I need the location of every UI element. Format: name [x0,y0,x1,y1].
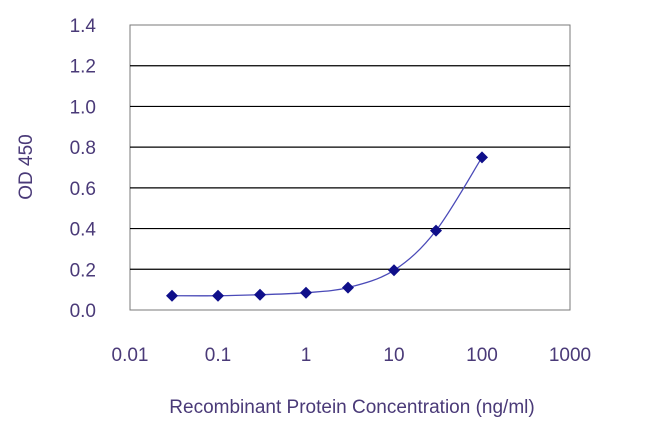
plot-area [129,24,571,311]
y-tick-label: 0.2 [70,260,96,281]
y-tick-label: 1.2 [70,57,96,78]
y-tick-label: 0.0 [70,301,96,322]
series-points [165,151,488,302]
data-point-diamond [476,151,488,164]
data-point-diamond [341,281,354,294]
data-point-diamond [165,289,178,302]
data-point-diamond [253,288,266,301]
y-tick-label: 1.4 [70,16,97,37]
y-tick-label: 0.6 [70,179,96,200]
data-point-diamond [429,224,442,237]
x-tick-label: 1000 [549,345,591,366]
data-point-diamond [212,289,224,302]
y-tick-label: 0.8 [70,138,96,159]
x-tick-label: 1 [301,345,312,366]
x-axis-ticks: 0.01 0.1 1 10 100 1000 [112,345,592,366]
x-tick-label: 0.01 [112,345,149,366]
data-point-diamond [388,264,400,277]
x-tick-label: 10 [383,345,404,366]
y-axis-ticks: 0.0 0.2 0.4 0.6 0.8 1.0 1.2 1.4 [70,16,97,322]
y-axis-title: OD 450 [16,134,37,199]
data-point-diamond [300,286,312,299]
x-tick-label: 0.1 [205,345,231,366]
y-tick-label: 1.0 [70,97,96,118]
x-tick-label: 100 [466,345,498,366]
gridlines [130,65,570,270]
y-tick-label: 0.4 [70,220,97,241]
x-axis-title: Recombinant Protein Concentration (ng/ml… [169,397,534,418]
